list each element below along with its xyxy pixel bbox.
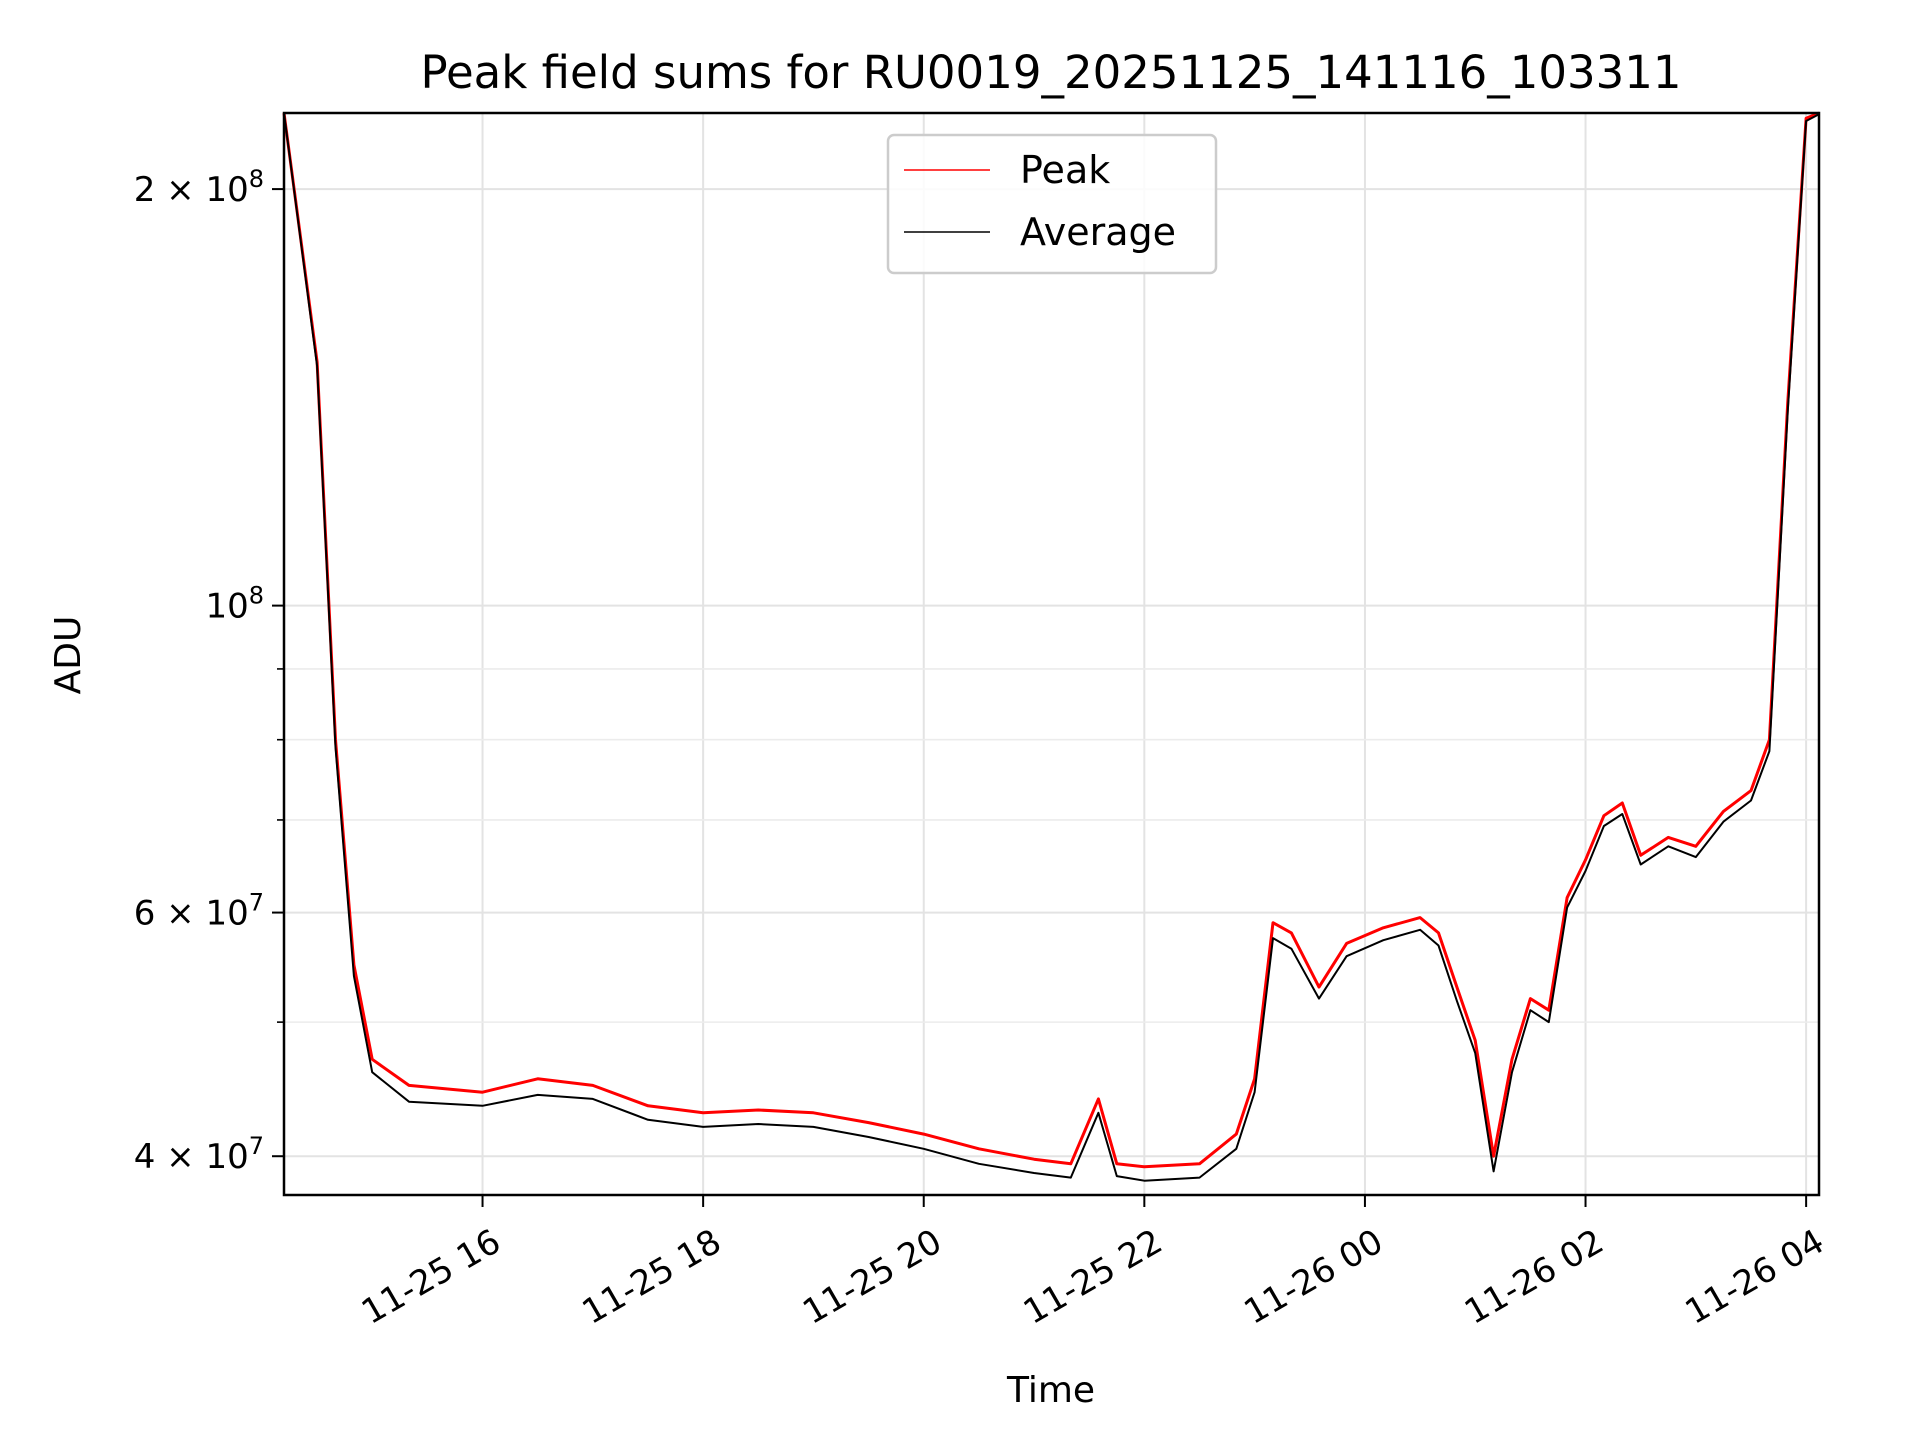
y-axis-label: ADU	[48, 616, 89, 695]
y-tick-label: 6 × 107	[134, 889, 264, 934]
series-line-peak	[282, 111, 1820, 1169]
series-line-average	[283, 112, 1820, 1182]
y-axis: 4 × 107 6 × 107 108 2 × 108	[134, 165, 284, 1177]
plot-frame	[282, 111, 1821, 1197]
legend-label-average: Average	[1020, 210, 1176, 254]
legend-label-peak: Peak	[1020, 148, 1110, 192]
y-tick-label: 4 × 107	[134, 1132, 264, 1177]
chart-title: Peak field sums for RU0019_20251125_1411…	[420, 46, 1681, 99]
legend: Peak Average	[886, 133, 1218, 275]
series-layer	[282, 111, 1820, 1182]
y-tick-label: 2 × 108	[134, 165, 264, 210]
x-axis-label: Time	[1006, 1370, 1095, 1411]
y-tick-label: 108	[205, 582, 264, 627]
